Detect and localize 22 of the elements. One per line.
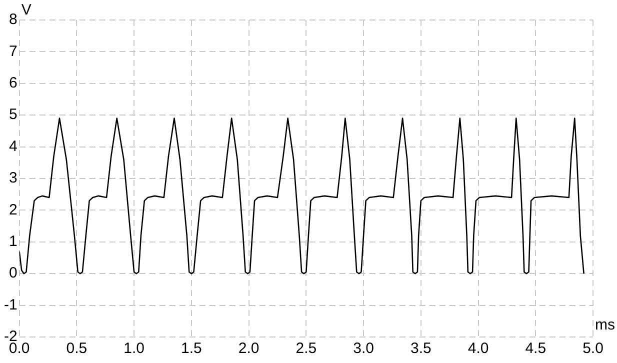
- x-tick-label: 3.0: [353, 340, 374, 358]
- y-tick-label: 7: [8, 42, 18, 60]
- y-tick-label: 1: [8, 233, 18, 250]
- y-tick-label: 8: [8, 11, 18, 28]
- x-tick-label: 3.5: [410, 340, 432, 358]
- y-tick-label: 2: [8, 201, 18, 218]
- x-tick-label: 2.0: [238, 340, 260, 358]
- y-tick-label: 6: [8, 74, 18, 92]
- x-tick-label: 0.5: [66, 340, 88, 358]
- y-tick-label: 0: [8, 264, 18, 282]
- x-tick-label: 4.0: [468, 340, 489, 358]
- x-tick-label: 1.0: [124, 340, 144, 358]
- y-tick-label: 5: [8, 106, 18, 124]
- x-tick-label: 4.5: [525, 340, 546, 358]
- y-tick-label: 4: [8, 138, 18, 155]
- y-tick-label: 3: [8, 170, 18, 187]
- y-tick-label: -1: [4, 296, 18, 314]
- x-tick-label: 5.0: [582, 340, 604, 358]
- x-tick-label: 1.5: [181, 340, 202, 358]
- x-axis-title: ms: [595, 316, 615, 334]
- x-tick-label: 2.5: [296, 340, 317, 358]
- y-axis-title: V: [21, 2, 32, 19]
